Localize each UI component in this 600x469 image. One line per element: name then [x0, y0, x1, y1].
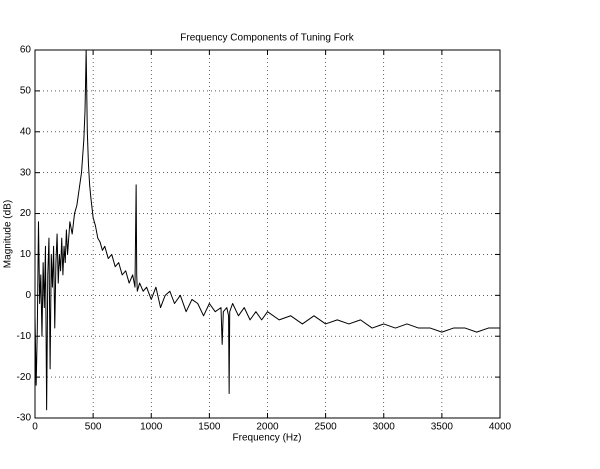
y-tick-label: 50	[20, 86, 32, 97]
plot-frame	[34, 49, 501, 419]
y-tick-label: 30	[20, 167, 32, 178]
y-tick-label: -30	[17, 413, 32, 424]
x-axis-label: Frequency (Hz)	[233, 433, 302, 444]
x-tick-label: 3000	[373, 422, 396, 433]
x-tick-label: 3500	[431, 422, 454, 433]
x-tick-label: 1000	[140, 422, 163, 433]
chart-title: Frequency Components of Tuning Fork	[180, 33, 354, 44]
y-tick-label: 20	[20, 208, 32, 219]
x-tick-label: 500	[85, 422, 102, 433]
y-tick-label: 0	[25, 290, 31, 301]
y-tick-label: 10	[20, 249, 32, 260]
y-tick-label: 60	[20, 45, 32, 56]
x-tick-label: 4000	[489, 422, 512, 433]
y-tick-label: -20	[17, 372, 32, 383]
x-tick-label: 0	[32, 422, 38, 433]
y-tick-label: -10	[17, 331, 32, 342]
x-tick-label: 2000	[256, 422, 279, 433]
y-axis-label: Magnitude (dB)	[3, 200, 14, 268]
y-tick-label: 40	[20, 126, 32, 137]
data-line	[34, 49, 500, 411]
x-tick-label: 1500	[198, 422, 221, 433]
x-tick-label: 2500	[315, 422, 338, 433]
